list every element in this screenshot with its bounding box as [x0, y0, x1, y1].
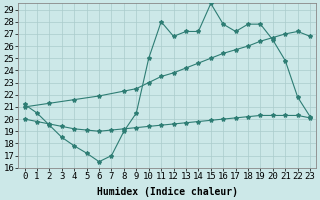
X-axis label: Humidex (Indice chaleur): Humidex (Indice chaleur)	[97, 186, 238, 197]
